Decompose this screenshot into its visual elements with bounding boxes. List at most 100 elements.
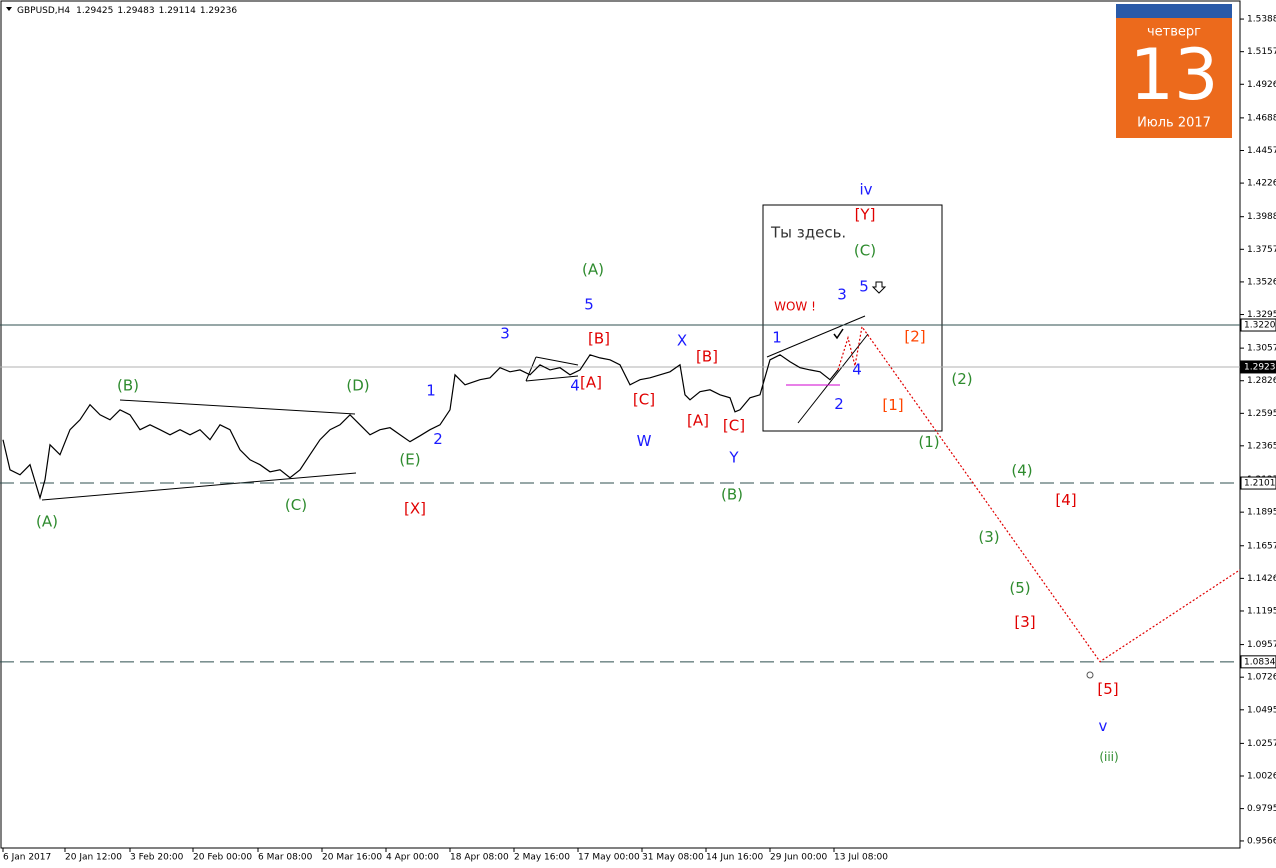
y-tick-label: 1.04950 <box>1247 705 1276 715</box>
wave-label: X <box>677 331 687 349</box>
wave-label: [A] <box>687 411 709 429</box>
wave-label: [X] <box>404 499 426 517</box>
wave-label: (E) <box>399 450 420 468</box>
calendar-rings <box>1116 4 1232 18</box>
wave-label: (2) <box>951 370 972 388</box>
wave-label: (5) <box>1009 579 1030 597</box>
trendlines <box>41 315 869 501</box>
wave-label: [3] <box>1014 613 1035 631</box>
wave-label: (1) <box>918 433 939 451</box>
wave-label: 5 <box>584 295 594 313</box>
y-tick-label: 1.42260 <box>1247 179 1276 189</box>
wave-label: 2 <box>834 395 844 413</box>
y-tick-label: 1.51570 <box>1247 47 1276 57</box>
wave-label: v <box>1099 717 1108 735</box>
y-tick-label: 1.53880 <box>1247 15 1276 25</box>
wave-label: W <box>637 432 652 450</box>
wave-label: [C] <box>633 390 655 408</box>
wave-label: (B) <box>721 485 743 503</box>
x-tick-label: 29 Jun 00:00 <box>770 853 827 863</box>
x-tick-label: 3 Feb 20:00 <box>130 853 184 863</box>
wave-label: (D) <box>346 376 369 394</box>
x-tick-label: 4 Apr 00:00 <box>386 853 439 863</box>
header-symbol: GBPUSD,H4 <box>17 6 70 16</box>
note: Ты здесь. <box>770 224 846 242</box>
level-label-box <box>1240 318 1276 332</box>
wave-label: [Y] <box>855 205 876 223</box>
header-low: 1.29114 <box>159 6 196 16</box>
note-box <box>762 204 943 432</box>
y-tick-label: 1.32950 <box>1247 310 1276 320</box>
x-tick-label: 20 Feb 00:00 <box>193 853 252 863</box>
wave-label: (B) <box>117 376 139 394</box>
wave-label: 1 <box>426 381 436 399</box>
calendar-month: Июль 2017 <box>1137 116 1211 131</box>
wave-label: (A) <box>582 260 604 278</box>
y-tick-label: 1.28260 <box>1247 376 1276 386</box>
y-tick-label: 0.95660 <box>1247 836 1276 846</box>
header: GBPUSD,H4 1.29425 1.29483 1.29114 1.29236 <box>17 6 237 16</box>
level-label-box <box>1240 655 1276 669</box>
target-icon <box>1086 671 1094 679</box>
level-label: 1.08347 <box>1244 657 1276 667</box>
wave-label: (A) <box>36 512 58 530</box>
y-tick-label: 1.14260 <box>1247 574 1276 584</box>
y-tick-label: 1.46880 <box>1247 113 1276 123</box>
y-tick-label: 1.23650 <box>1247 441 1276 451</box>
x-tick-label: 17 May 00:00 <box>578 853 640 863</box>
wave-label: [2] <box>904 327 925 345</box>
x-tick-label: 31 May 08:00 <box>642 853 704 863</box>
y-tick-label: 1.30570 <box>1247 344 1276 354</box>
wave-label: 2 <box>433 430 443 448</box>
x-tick-label: 14 Jun 16:00 <box>706 853 763 863</box>
wave-label: (4) <box>1011 461 1032 479</box>
down-arrow-icon <box>871 281 887 294</box>
x-tick-label: 2 May 16:00 <box>514 853 570 863</box>
calendar-bg <box>1116 4 1232 138</box>
wave-label: [C] <box>723 416 745 434</box>
wave-label: 3 <box>500 324 510 342</box>
header-high: 1.29483 <box>117 6 154 16</box>
level-label-box <box>1240 360 1276 374</box>
y-tick-label: 1.11950 <box>1247 606 1276 616</box>
wave-label: (iii) <box>1099 750 1118 764</box>
y-tick-label: 1.07260 <box>1247 673 1276 683</box>
x-tick-label: 20 Mar 16:00 <box>322 853 382 863</box>
wave-label: [B] <box>696 347 718 365</box>
x-tick-label: 20 Jan 12:00 <box>65 853 122 863</box>
header-open: 1.29425 <box>76 6 113 16</box>
wave-label: (C) <box>854 241 876 259</box>
wave-label: [1] <box>882 396 903 414</box>
wave-label: 1 <box>772 328 782 346</box>
x-tick-label: 6 Jan 2017 <box>3 853 51 863</box>
wave-label: iv <box>859 180 872 198</box>
wave-label: [B] <box>588 329 610 347</box>
y-tick-label: 1.37570 <box>1247 245 1276 255</box>
level-label-box <box>1240 476 1276 490</box>
x-tick-label: 18 Apr 08:00 <box>450 853 509 863</box>
wave-label: WOW ! <box>774 299 816 313</box>
check-icon <box>833 328 844 340</box>
calendar: четверг 13 Июль 2017 <box>1116 4 1232 138</box>
y-tick-label: 1.39880 <box>1247 212 1276 222</box>
level-label: 1.21013 <box>1244 479 1276 489</box>
wave-label: 5 <box>859 277 869 295</box>
wave-label: (3) <box>978 528 999 546</box>
y-tick-label: 1.09570 <box>1247 640 1276 650</box>
level-label: 1.32207 <box>1244 321 1276 331</box>
wave-label: Y <box>728 448 739 466</box>
plot-frame <box>0 0 1241 849</box>
y-tick-label: 1.44570 <box>1247 146 1276 156</box>
level-label: 1.29236 <box>1244 362 1276 372</box>
wave-label: [4] <box>1055 491 1076 509</box>
y-tick-label: 1.25950 <box>1247 409 1276 419</box>
wave-label: 3 <box>837 285 847 303</box>
wave-label: [A] <box>580 373 602 391</box>
y-tick-label: 1.16570 <box>1247 541 1276 551</box>
y-tick-label: 1.18950 <box>1247 508 1276 518</box>
wave-label: [5] <box>1097 680 1118 698</box>
